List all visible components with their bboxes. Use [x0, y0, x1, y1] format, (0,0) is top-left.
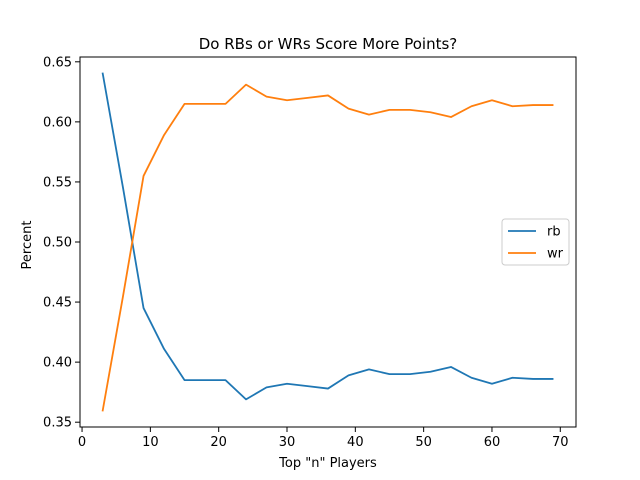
y-tick-label: 0.60	[43, 115, 72, 130]
x-tick-label: 60	[484, 435, 501, 450]
y-tick-label: 0.45	[43, 296, 72, 311]
x-tick-label: 70	[552, 435, 569, 450]
y-tick-label: 0.35	[43, 416, 72, 431]
y-tick-label: 0.55	[43, 175, 72, 190]
series-lines	[101, 72, 554, 412]
x-tick-label: 50	[415, 435, 432, 450]
series-line-rb	[101, 72, 554, 401]
x-tick-label: 20	[210, 435, 227, 450]
y-tick-label: 0.50	[43, 236, 72, 251]
chart-title: Do RBs or WRs Score More Points?	[199, 35, 458, 53]
x-tick-label: 40	[347, 435, 364, 450]
x-axis-ticks: 0 10 20 30 40 50 60 70	[78, 427, 569, 450]
y-axis-label: Percent	[20, 221, 35, 270]
legend-entry-rb: rb	[547, 225, 561, 240]
series-line-wr	[101, 83, 554, 412]
x-axis-label: Top "n" Players	[278, 456, 377, 471]
x-tick-label: 30	[279, 435, 296, 450]
legend: rb wr	[501, 218, 570, 266]
y-axis-ticks: 0.35 0.40 0.45 0.50 0.55 0.60 0.65	[43, 55, 80, 431]
y-tick-label: 0.65	[43, 55, 72, 70]
legend-entry-wr: wr	[547, 247, 564, 262]
x-tick-label: 0	[78, 435, 86, 450]
y-tick-label: 0.40	[43, 356, 72, 371]
x-tick-label: 10	[142, 435, 159, 450]
